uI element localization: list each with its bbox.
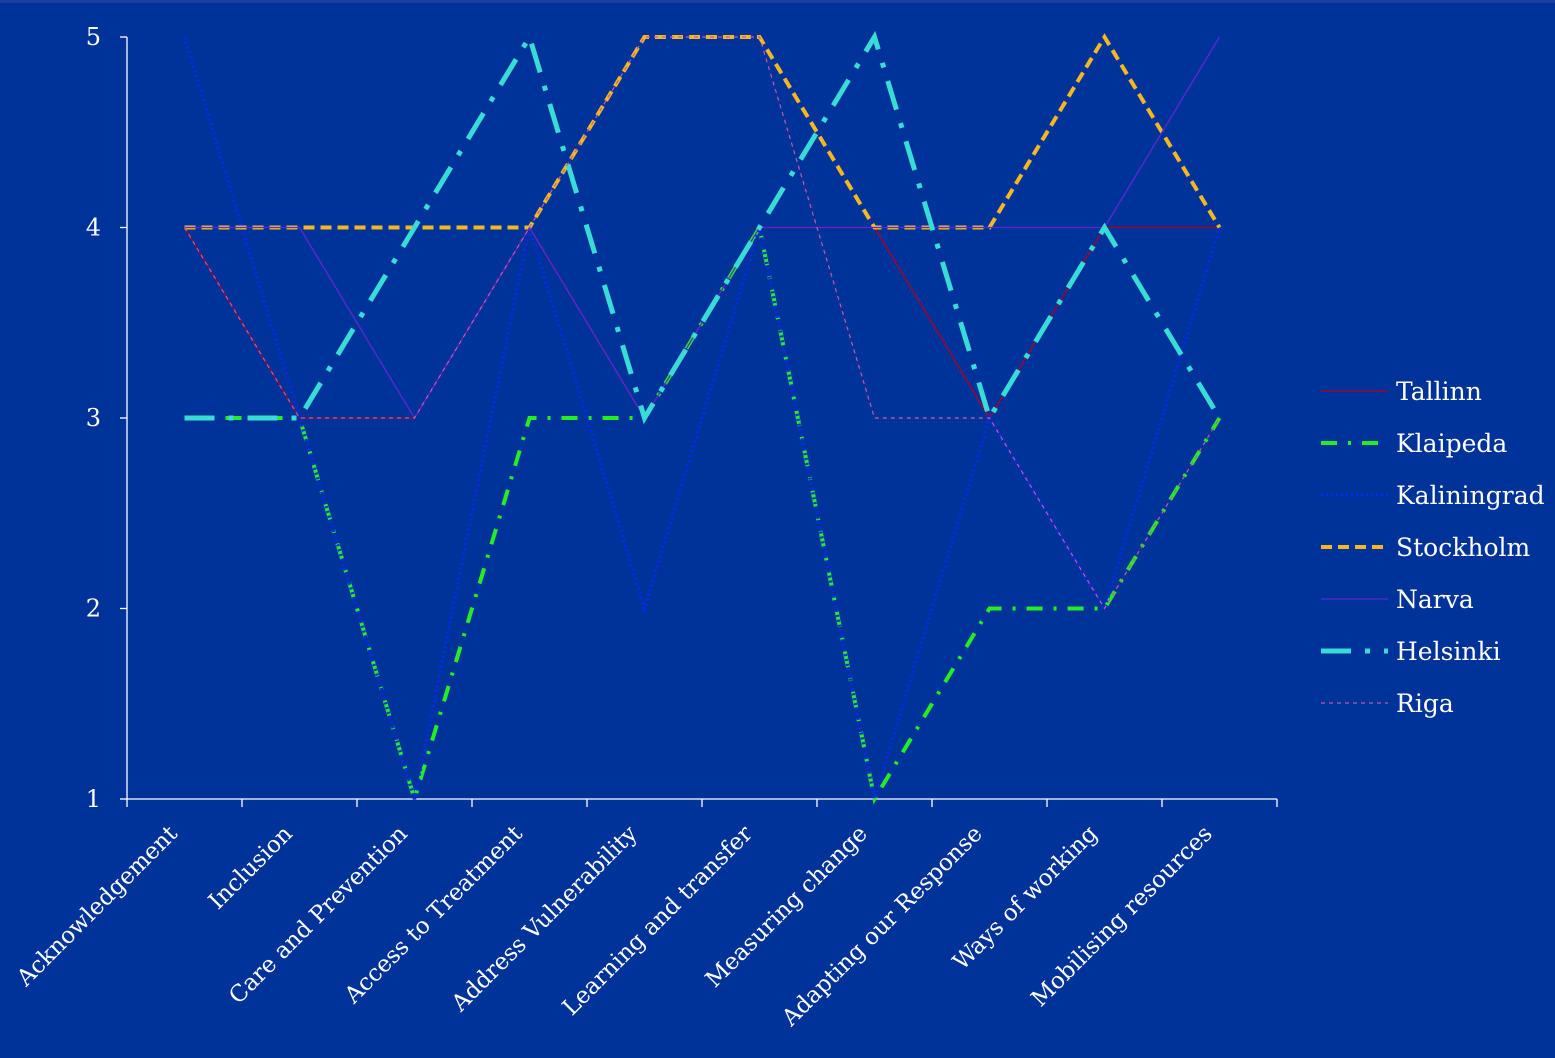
legend-label-tallinn: Tallinn (1396, 377, 1482, 406)
top-strip (0, 0, 1555, 3)
series-line-narva (184, 36, 1221, 420)
series-line-klaipeda (184, 222, 1222, 806)
y-tick-label: 4 (86, 214, 101, 242)
y-tick-label: 2 (86, 595, 101, 623)
legend-label-riga: Riga (1396, 689, 1454, 718)
legend-label-klaipeda: Klaipeda (1396, 429, 1507, 458)
legend-label-stockholm: Stockholm (1396, 533, 1531, 562)
x-tick-label: Acknowledgement (11, 820, 183, 992)
series-line-helsinki (184, 30, 1222, 425)
legend-label-helsinki: Helsinki (1396, 637, 1501, 666)
legend-label-narva: Narva (1396, 585, 1474, 614)
series-line-kaliningrad (182, 36, 1222, 800)
series-line-stockholm (184, 33, 1222, 230)
x-tick-label: Address Vulnerability (446, 821, 643, 1018)
y-tick-label: 1 (86, 785, 101, 813)
series-line-riga (183, 36, 1221, 610)
y-tick-label: 5 (86, 23, 101, 51)
x-tick-label: Inclusion (204, 821, 298, 915)
legend-label-kaliningrad: Kaliningrad (1396, 481, 1545, 510)
x-tick-label: Learning and transfer (558, 821, 758, 1021)
x-tick-label: Adapting our Response (777, 821, 988, 1032)
y-tick-label: 3 (86, 404, 101, 432)
